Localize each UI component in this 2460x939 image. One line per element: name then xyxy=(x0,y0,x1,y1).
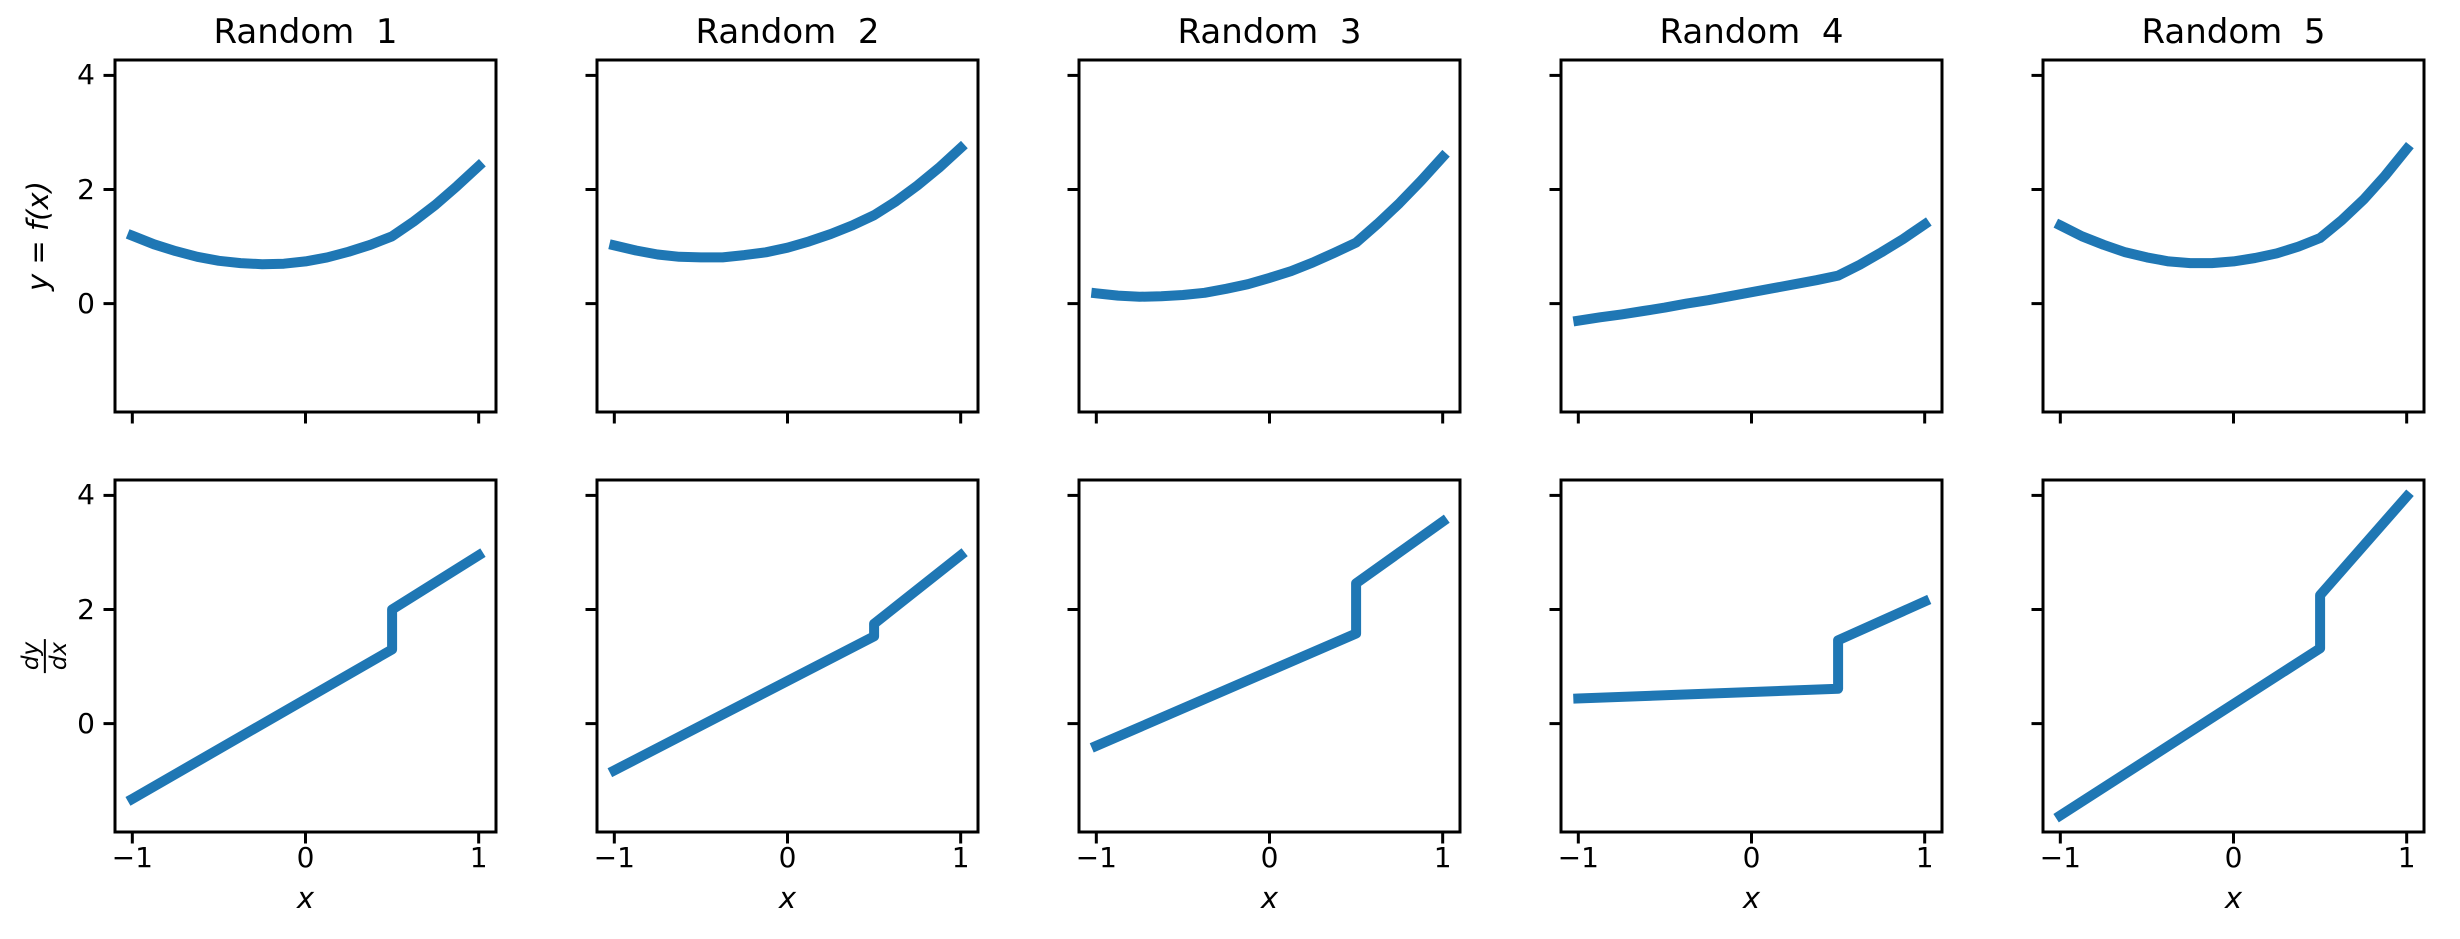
subplot-random-1-f: Random 1 0 2 4 y = f(x) xyxy=(21,12,498,424)
line-series-random-2-dfdx xyxy=(607,548,968,778)
y-tick-label: 4 xyxy=(77,478,95,512)
x-tick-label: 0 xyxy=(778,841,797,874)
axes-spines xyxy=(595,58,980,414)
x-tick-label: 1 xyxy=(469,841,488,874)
subplot-random-2-f: Random 2 xyxy=(585,12,980,424)
subplot-random-3-f: Random 3 xyxy=(1067,12,1462,424)
x-tick-label: −1 xyxy=(593,841,635,874)
plot-area xyxy=(2031,58,2426,424)
line-series-random-4-f xyxy=(1572,217,1932,327)
x-tick-label: 1 xyxy=(1433,841,1452,874)
subplot-random-4-f: Random 4 xyxy=(1549,12,1944,424)
axes-spines xyxy=(2041,478,2426,834)
x-tick-label: 1 xyxy=(951,841,970,874)
plot-area xyxy=(1549,58,1944,424)
axes-spines xyxy=(1559,58,1944,414)
axes-spines xyxy=(595,478,980,834)
y-axis-label-f: y = f(x) xyxy=(21,181,55,291)
y-tick-label: 0 xyxy=(77,706,95,740)
x-tick-label: 0 xyxy=(296,841,315,874)
frac-denominator: dx xyxy=(46,641,72,671)
subplot-title: Random 1 xyxy=(213,12,398,52)
x-tick-label: 1 xyxy=(2397,841,2416,874)
axes-spines xyxy=(1559,478,1944,834)
plot-area xyxy=(585,58,980,424)
axes-spines xyxy=(113,58,498,414)
frac-numerator: dy xyxy=(17,641,44,671)
x-tick-label: −1 xyxy=(2039,841,2081,874)
x-tick-label: −1 xyxy=(1075,841,1117,874)
x-tick-label: −1 xyxy=(111,841,153,874)
subplot-title: Random 3 xyxy=(1177,12,1362,52)
plot-area xyxy=(2031,478,2426,844)
x-tick-label: −1 xyxy=(1557,841,1599,874)
subplot-random-5-dfdx: −1 0 1 x xyxy=(2031,478,2426,915)
axes-spines xyxy=(1077,58,1462,414)
subplot-title: Random 2 xyxy=(695,12,880,52)
plot-area xyxy=(1067,58,1462,424)
line-series-random-1-dfdx xyxy=(125,548,486,806)
plot-area xyxy=(103,58,498,424)
y-tick-label: 2 xyxy=(77,172,95,206)
line-series-random-2-f xyxy=(608,140,968,263)
subplot-random-3-dfdx: −1 0 1 x xyxy=(1067,478,1462,915)
subplot-title: Random 4 xyxy=(1659,12,1844,52)
x-tick-label: 0 xyxy=(2224,841,2243,874)
plot-area xyxy=(1549,478,1944,844)
y-axis-label-derivative: dy dx xyxy=(17,638,72,674)
x-axis-label: x xyxy=(2224,881,2243,915)
subplot-random-2-dfdx: −1 0 1 x xyxy=(585,478,980,915)
plot-area xyxy=(103,478,498,844)
subplot-title: Random 5 xyxy=(2141,12,2326,52)
line-series-random-3-f xyxy=(1090,149,1450,302)
x-axis-label: x xyxy=(778,881,797,915)
x-axis-label: x xyxy=(1742,881,1761,915)
x-axis-label: x xyxy=(296,881,315,915)
x-tick-label: 1 xyxy=(1915,841,1934,874)
line-series-random-4-dfdx xyxy=(1573,594,1932,704)
line-series-random-1-f xyxy=(125,159,486,270)
y-tick-label: 2 xyxy=(77,592,95,626)
y-tick-label: 4 xyxy=(77,58,95,92)
axes-spines xyxy=(113,478,498,834)
x-tick-label: 0 xyxy=(1742,841,1761,874)
subplot-random-5-f: Random 5 xyxy=(2031,12,2426,424)
line-series-random-5-dfdx xyxy=(2053,489,2414,823)
x-axis-label: x xyxy=(1260,881,1279,915)
x-tick-label: 0 xyxy=(1260,841,1279,874)
plot-area xyxy=(1067,478,1462,844)
line-series-random-3-dfdx xyxy=(1089,514,1450,753)
subplot-random-1-dfdx: −1 0 1 x 0 2 4 dy dx xyxy=(18,478,498,915)
axes-spines xyxy=(1077,478,1462,834)
axes-spines xyxy=(2041,58,2426,414)
line-series-random-5-f xyxy=(2053,141,2414,269)
y-tick-label: 0 xyxy=(77,286,95,320)
subplot-random-4-dfdx: −1 0 1 x xyxy=(1549,478,1944,915)
plot-area xyxy=(585,478,980,844)
